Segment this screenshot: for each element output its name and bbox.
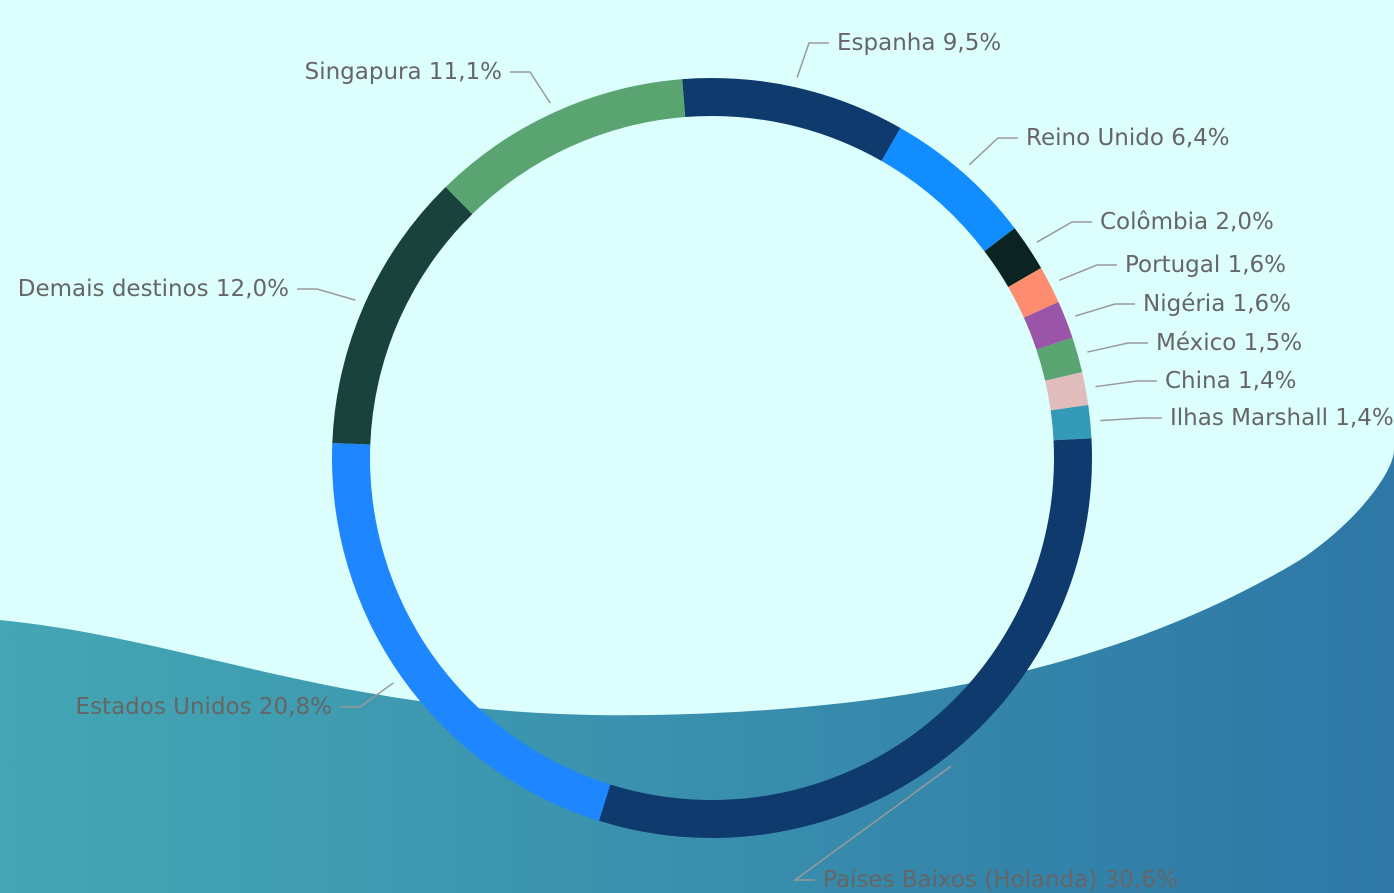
wave — [0, 450, 1394, 893]
value-label: 1,6% — [1228, 252, 1286, 278]
leader-line — [340, 682, 394, 708]
donut-segment — [445, 79, 686, 215]
value-label: 2,0% — [1215, 209, 1273, 235]
data-label: México 1,5% — [1156, 330, 1302, 356]
data-label: Portugal 1,6% — [1125, 252, 1286, 278]
donut-segment — [1008, 268, 1059, 318]
donut-segment — [984, 228, 1042, 288]
leader-line — [968, 137, 1018, 166]
category-name: Estados Unidos — [76, 694, 252, 720]
value-label: 20,8% — [259, 694, 332, 720]
category-name: Países Baixos (Holanda) — [823, 867, 1097, 893]
data-label: Estados Unidos 20,8% — [76, 694, 332, 720]
value-label: 9,5% — [943, 30, 1001, 56]
leader-line — [1075, 303, 1135, 317]
data-label: Espanha 9,5% — [837, 30, 1001, 56]
value-label: 12,0% — [216, 276, 289, 302]
value-label: 11,1% — [429, 59, 502, 85]
value-label: 1,4% — [1238, 368, 1296, 394]
category-name: Singapura — [305, 59, 422, 85]
leader-line — [1087, 342, 1148, 353]
value-label: 6,4% — [1171, 125, 1229, 151]
category-name: Colômbia — [1100, 209, 1208, 235]
data-label: Reino Unido 6,4% — [1026, 125, 1230, 151]
leader-line — [510, 71, 551, 104]
data-label: Países Baixos (Holanda) 30,6% — [823, 867, 1178, 893]
leader-line — [1058, 264, 1117, 281]
donut-segment — [332, 186, 473, 445]
leader-line — [1036, 221, 1092, 243]
leader-line — [796, 42, 829, 78]
leader-line — [792, 765, 952, 881]
category-name: México — [1156, 330, 1236, 356]
leader-line — [1095, 380, 1157, 388]
donut-segment — [1045, 372, 1089, 411]
value-label: 1,6% — [1233, 291, 1291, 317]
donut-segment — [598, 438, 1092, 838]
donut-segment — [682, 77, 901, 162]
category-name: Nigéria — [1143, 291, 1225, 317]
category-name: China — [1165, 368, 1231, 394]
data-label: China 1,4% — [1165, 368, 1296, 394]
category-name: Portugal — [1125, 252, 1220, 278]
donut-segment — [1050, 405, 1092, 441]
donut-segment — [881, 128, 1015, 252]
value-label: 1,4% — [1335, 405, 1393, 431]
leader-line — [1100, 417, 1162, 422]
donut-segment — [1036, 337, 1083, 381]
donut-segment — [332, 443, 611, 821]
value-label: 1,5% — [1244, 330, 1302, 356]
category-name: Reino Unido — [1026, 125, 1164, 151]
donut-segment — [1023, 302, 1073, 350]
data-label: Nigéria 1,6% — [1143, 291, 1291, 317]
value-label: 30,6% — [1105, 867, 1178, 893]
category-name: Demais destinos — [18, 276, 209, 302]
data-label: Singapura 11,1% — [305, 59, 502, 85]
data-label: Ilhas Marshall 1,4% — [1170, 405, 1394, 431]
category-name: Ilhas Marshall — [1170, 405, 1328, 431]
data-label: Colômbia 2,0% — [1100, 209, 1274, 235]
data-label: Demais destinos 12,0% — [18, 276, 289, 302]
leader-line — [297, 288, 356, 301]
category-name: Espanha — [837, 30, 935, 56]
